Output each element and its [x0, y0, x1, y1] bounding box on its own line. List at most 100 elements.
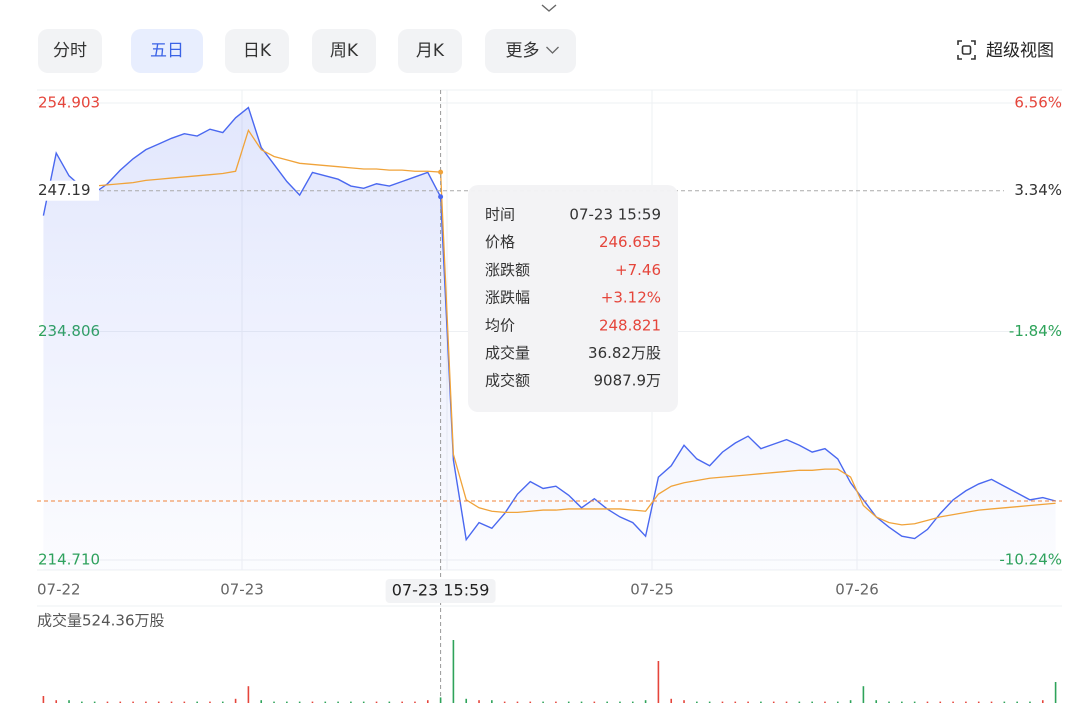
volume-bar: [170, 701, 173, 703]
tab[interactable]: 周K: [312, 29, 376, 73]
volume-bar: [811, 701, 813, 703]
volume-bar: [465, 698, 468, 703]
super-view-icon: [957, 40, 976, 60]
tab-label: 更多: [506, 41, 540, 61]
volume-bar: [939, 701, 942, 703]
tab[interactable]: 日K: [225, 29, 289, 73]
volume-bar: [81, 701, 83, 703]
volume-bar: [93, 701, 96, 703]
volume-bar: [1003, 701, 1006, 703]
tooltip-key: 成交额: [485, 372, 530, 390]
volume-bar: [106, 701, 109, 703]
crosshair-percent-label: 3.34%: [1014, 181, 1062, 199]
volume-bar: [721, 701, 724, 703]
volume-bar: [221, 701, 224, 703]
volume-bar: [55, 700, 58, 703]
crosshair-label-bg: [1004, 180, 1062, 201]
volume-bar: [426, 700, 429, 703]
volume-bar: [42, 696, 45, 703]
volume-bar: [414, 701, 416, 703]
series-line: [43, 128, 1056, 526]
x-tick-label: 07-26: [835, 581, 879, 599]
volume-bar: [311, 701, 314, 703]
volume-bar: [926, 701, 929, 703]
tab-background: [38, 29, 102, 73]
volume-bar: [529, 701, 532, 703]
tooltip-value: 248.821: [599, 316, 661, 334]
volume-bar: [619, 701, 621, 703]
volume-bar: [836, 701, 839, 703]
volume-bar: [824, 701, 826, 703]
tooltip-background: [468, 185, 678, 412]
volume-bar: [888, 701, 890, 703]
volume-bar: [157, 701, 160, 703]
volume-bar: [990, 701, 993, 703]
volume-bar: [491, 700, 493, 703]
volume-bar: [734, 701, 737, 703]
tab-bar: 分时 五日 日K 周K 月K 更多: [38, 29, 576, 73]
y2-tick-label: -1.84%: [1009, 322, 1062, 340]
volume-bar: [555, 701, 557, 703]
volume-bar: [247, 686, 250, 703]
volume-bar: [68, 700, 70, 703]
tooltip-key: 涨跌幅: [485, 289, 530, 307]
volume-bar: [606, 701, 608, 703]
volume-bar: [145, 701, 147, 703]
volume-bar: [875, 700, 878, 703]
super-view-button[interactable]: 超级视图: [957, 40, 1054, 61]
tooltip: 时间 07-23 15:59 价格 246.655 涨跌额 +7.46 涨跌幅 +3.12% 均…: [468, 185, 678, 412]
tooltip-value: 36.82万股: [588, 344, 661, 362]
tab-chevron: [546, 46, 559, 54]
series-line: [42, 106, 1056, 542]
crosshair-value-label: 247.19: [38, 181, 91, 199]
tab[interactable]: 五日: [131, 29, 203, 73]
volume-bar: [913, 701, 916, 703]
volume-bar: [452, 640, 455, 703]
tab[interactable]: 更多: [485, 29, 576, 73]
tab-background: [225, 29, 289, 73]
tab-label: 五日: [150, 41, 184, 61]
tooltip-key: 时间: [485, 206, 515, 224]
volume-bar: [516, 701, 519, 703]
tooltip-key: 成交量: [485, 344, 530, 362]
collapse-chevron[interactable]: [541, 4, 557, 12]
crosshair-dot: [438, 194, 444, 200]
volume-bar: [324, 701, 327, 703]
volume-bar: [631, 701, 634, 703]
volume-bar: [183, 701, 186, 703]
volume-bar: [977, 701, 980, 703]
tooltip-value: 246.655: [599, 233, 661, 251]
volume-bar: [670, 698, 673, 703]
volume-bar: [772, 701, 775, 703]
tab-label: 月K: [416, 41, 445, 61]
crosshair-x-label-bg: [385, 579, 496, 603]
tab-background: [485, 29, 576, 73]
volume-bar: [1029, 701, 1031, 703]
volume-bar: [439, 697, 442, 703]
volume-bar: [952, 701, 954, 703]
volume-bar: [1041, 700, 1044, 703]
tab-background: [398, 29, 462, 73]
volume-bar: [362, 701, 365, 703]
tab-background: [312, 29, 376, 73]
super-view-label: 超级视图: [986, 41, 1054, 61]
tooltip-value: 07-23 15:59: [569, 206, 661, 224]
tooltip-key: 均价: [485, 316, 515, 334]
volume-bar: [196, 701, 198, 703]
volume-bar: [696, 701, 698, 703]
volume-bar: [375, 701, 378, 703]
volume-bar: [260, 700, 263, 703]
volume-bar: [1016, 701, 1018, 703]
tab-background: [131, 29, 203, 73]
tab[interactable]: 月K: [398, 29, 462, 73]
x-tick-label: 07-22: [37, 581, 81, 599]
volume-bar: [337, 701, 339, 703]
tab[interactable]: 分时: [38, 29, 102, 73]
volume-bar: [901, 701, 903, 703]
volume-bar: [1054, 682, 1057, 703]
tooltip-key: 涨跌额: [485, 261, 530, 279]
tab-label: 周K: [330, 41, 359, 61]
crosshair-x-label: 07-23 15:59: [392, 581, 490, 600]
volume-bar: [747, 701, 749, 703]
